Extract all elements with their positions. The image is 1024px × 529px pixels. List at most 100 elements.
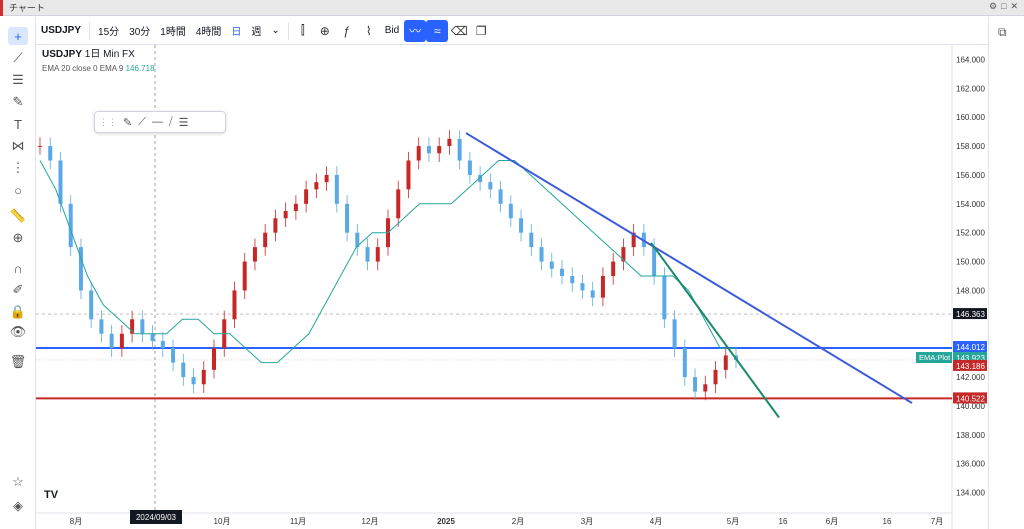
eraser-icon[interactable]: ⌫ <box>450 23 468 38</box>
time-tick-label: 7月 <box>931 517 943 526</box>
price-badge-label: 146.363 <box>956 310 985 319</box>
horizontal-lines-icon[interactable]: ☰ <box>12 72 24 87</box>
price-badge-label: 144.012 <box>956 343 985 352</box>
settings-icon[interactable]: ⚙ <box>988 1 998 11</box>
candle-body <box>99 319 104 334</box>
price-tick-label: 154.000 <box>956 200 985 209</box>
indicators-fx-icon[interactable]: ƒ <box>343 23 351 38</box>
line-chart-icon[interactable]: 〰 <box>404 19 427 42</box>
zoom-in-icon[interactable]: ⊕ <box>12 230 24 245</box>
layout-icon[interactable]: ⧉ <box>998 25 1007 39</box>
toolbar-separator <box>287 21 289 40</box>
candle-body <box>160 340 165 349</box>
trash-icon[interactable]: 🗑 <box>9 354 27 369</box>
eye-icon[interactable]: 👁 <box>9 324 27 339</box>
price-badge <box>953 352 987 364</box>
candle-body <box>130 319 135 334</box>
trendline-tool-icon[interactable]: ⟋ <box>13 50 23 65</box>
templates-icon[interactable]: ⌇ <box>365 23 372 38</box>
lock-icon[interactable]: 🔒 <box>9 304 27 319</box>
text-tool-icon[interactable]: T <box>14 116 22 132</box>
candle-body <box>652 247 657 276</box>
lock-drawing-icon[interactable]: ✐ <box>12 282 24 297</box>
candle-body <box>365 247 370 262</box>
horizontal-ray-icon[interactable]: — <box>151 116 163 128</box>
candles-icon[interactable]: ⫿ <box>300 23 305 37</box>
top-toolbar: USDJPY 15分 30分 1時間 4時間 日 週 ⌄ ⫿ ⊕ ƒ ⌇ Bid… <box>36 17 988 45</box>
close-icon[interactable]: ✕ <box>1010 1 1018 11</box>
candle-body <box>263 232 268 248</box>
price-tick-label: 156.000 <box>956 171 985 180</box>
candle-body <box>508 203 513 219</box>
window-controls: ⚙ □ ✕ <box>989 1 1018 12</box>
fib-icon[interactable]: ⧸ <box>168 115 173 128</box>
time-tick-label: 16 <box>779 517 788 526</box>
price-badge-label: 143.186 <box>956 362 985 371</box>
pattern-tool-icon[interactable]: ⋈ <box>11 138 25 153</box>
layers-icon[interactable]: ◈ <box>13 498 23 513</box>
candle-body <box>611 261 616 276</box>
interval-1d[interactable]: 日 <box>231 27 242 38</box>
symbol-button[interactable]: USDJPY <box>41 25 82 36</box>
ema-plot-tag <box>916 352 952 364</box>
magnet-icon[interactable]: ∩ <box>13 260 23 276</box>
interval-30m[interactable]: 30分 <box>129 27 151 38</box>
window-title: チャート <box>9 3 45 13</box>
ruler-icon[interactable]: 📏 <box>9 208 27 223</box>
price-type-button[interactable]: Bid <box>384 25 400 36</box>
interval-15m[interactable]: 15分 <box>98 27 120 38</box>
candle-body <box>600 276 605 298</box>
candle-body <box>693 377 698 392</box>
time-tick-label: 16 <box>883 517 892 526</box>
candle-body <box>672 319 677 349</box>
crosshair-icon[interactable]: + <box>8 27 28 45</box>
candle-body <box>703 384 708 392</box>
interval-1h[interactable]: 1時間 <box>160 27 186 38</box>
candle-body <box>488 182 493 190</box>
price-tick-label: 150.000 <box>956 258 985 267</box>
interval-1w[interactable]: 週 <box>251 27 262 38</box>
price-badge <box>953 308 987 320</box>
candle-body <box>437 146 442 154</box>
candle-body <box>68 203 73 248</box>
candle-body <box>467 160 472 175</box>
candle-body <box>426 146 431 154</box>
multi-lines-icon[interactable]: ☰ <box>178 116 189 129</box>
brush-icon[interactable]: ✎ <box>123 116 133 129</box>
interval-4h[interactable]: 4時間 <box>195 27 222 38</box>
add-indicator-icon[interactable]: ⊕ <box>319 23 330 38</box>
price-tick-label: 136.000 <box>956 460 985 469</box>
grip-icon[interactable]: ⋮⋮ <box>99 116 117 127</box>
candle-body <box>519 218 524 233</box>
candle-body <box>570 276 575 284</box>
brush-icon[interactable]: ✎ <box>12 94 24 109</box>
time-tick-label: 11月 <box>290 517 306 526</box>
trendline-icon[interactable]: ⟋ <box>138 115 146 128</box>
chart-area[interactable]: 164.000 162.000 160.000 158.000 156.000 154.0… <box>36 45 988 529</box>
circle-tool-icon[interactable]: ○ <box>14 182 22 198</box>
measure-lines-icon[interactable]: ⋮ <box>11 160 25 175</box>
candle-body <box>529 232 534 248</box>
price-axis-bg <box>952 45 988 529</box>
candle-body <box>590 290 595 298</box>
maximize-icon[interactable]: □ <box>1001 1 1007 11</box>
candle-body <box>58 160 63 204</box>
legend-symbol: USDJPY <box>42 49 83 60</box>
price-tick-label: 142.000 <box>956 373 985 382</box>
signal-chart-icon[interactable]: ≈ <box>426 19 449 42</box>
candle-body <box>38 146 42 148</box>
price-tick-label: 134.000 <box>956 489 985 498</box>
price-tick-label: 164.000 <box>956 55 985 64</box>
candle-body <box>273 218 278 233</box>
candle-body <box>457 138 462 161</box>
candle-body <box>48 146 53 161</box>
copy-icon[interactable]: ❐ <box>475 23 487 38</box>
price-tick-label: 160.000 <box>956 113 985 122</box>
time-tick-label: 6月 <box>826 517 838 526</box>
interval-dropdown-icon[interactable]: ⌄ <box>271 25 280 36</box>
favorite-star-icon[interactable]: ☆ <box>12 474 24 489</box>
time-tick-label: 8月 <box>70 517 82 526</box>
candle-body <box>416 146 421 161</box>
price-tick-label: 158.000 <box>956 142 985 151</box>
price-chart[interactable]: 164.000 162.000 160.000 158.000 156.000 154.0… <box>36 45 988 529</box>
